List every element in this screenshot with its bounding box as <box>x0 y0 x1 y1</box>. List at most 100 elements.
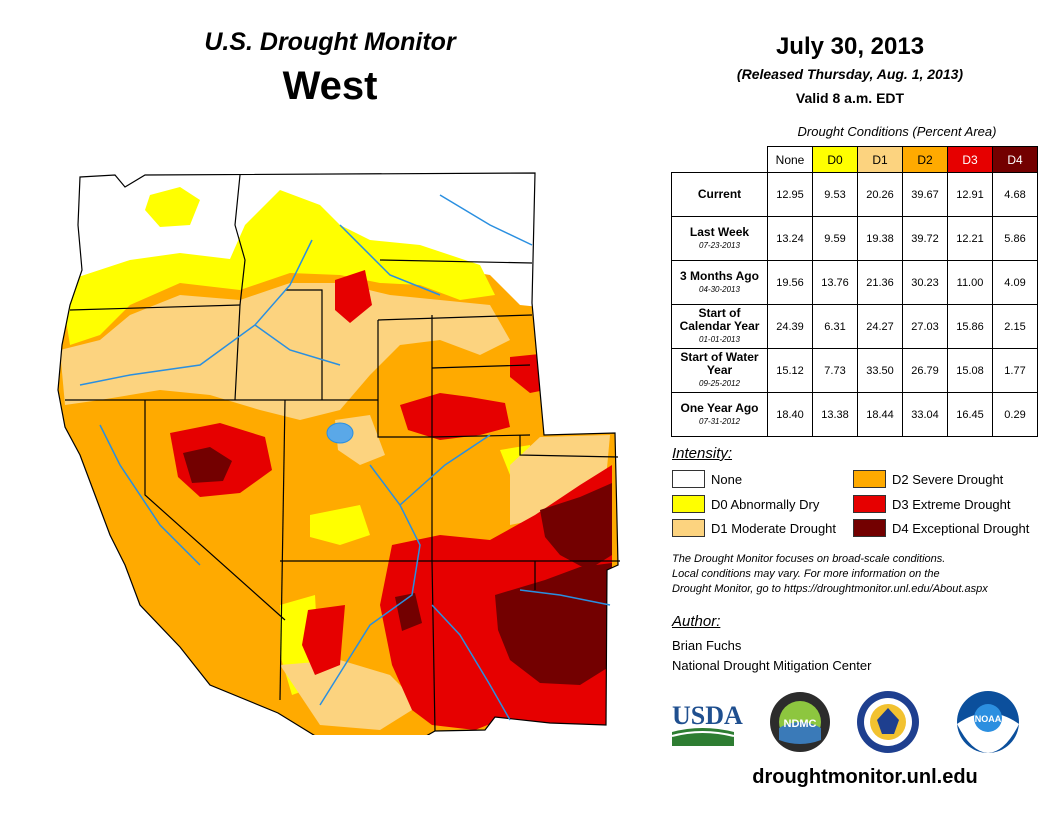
col-header-d2: D2 <box>902 146 948 173</box>
legend-swatch <box>672 519 705 537</box>
drought-conditions-table: None D0 D1 D2 D3 D4 Current 12.95 9.53 2… <box>671 146 1038 437</box>
cell-d4: 1.77 <box>992 348 1038 393</box>
legend-item-d3: D3 Extreme Drought <box>853 495 1011 513</box>
cell-d2: 27.03 <box>902 304 948 349</box>
author-block: Brian Fuchs National Drought Mitigation … <box>672 636 871 676</box>
table-corner <box>672 147 768 173</box>
author-org: National Drought Mitigation Center <box>672 658 872 673</box>
row-label: Start of Calendar Year 01-01-2013 <box>671 304 768 349</box>
d3-area-id <box>335 270 372 323</box>
row-label: One Year Ago 07-31-2012 <box>671 392 768 437</box>
svg-text:NOAA: NOAA <box>975 714 1002 724</box>
cell-none: 13.24 <box>767 216 813 261</box>
d1-area-north <box>60 283 510 420</box>
valid-time: Valid 8 a.m. EDT <box>795 90 905 106</box>
table-row-3-months-ago: 3 Months Ago 04-30-2013 19.56 13.76 21.36… <box>671 260 1038 305</box>
legend-swatch <box>672 495 705 513</box>
state-borders <box>57 172 620 735</box>
release-date: (Released Thursday, Aug. 1, 2013) <box>736 66 964 82</box>
cell-d1: 24.27 <box>857 304 903 349</box>
table-caption: Drought Conditions (Percent Area) <box>797 124 997 139</box>
cell-d0: 6.31 <box>812 304 858 349</box>
d4-area-ks <box>540 483 612 570</box>
cell-d0: 9.53 <box>812 172 858 217</box>
legend-label: None <box>711 471 743 487</box>
d0-area-ut <box>310 505 370 545</box>
cell-d0: 7.73 <box>812 348 858 393</box>
author-name: Brian Fuchs <box>672 638 742 653</box>
legend-item-d4: D4 Exceptional Drought <box>853 519 1029 537</box>
usda-logo: USDA <box>671 701 743 746</box>
cell-d4: 0.29 <box>992 392 1038 437</box>
cell-none: 24.39 <box>767 304 813 349</box>
table-row-start-water-year: Start of Water Year 09-25-2012 15.12 7.73… <box>671 348 1038 393</box>
col-header-d4: D4 <box>992 146 1038 173</box>
d4-area-nv <box>183 447 232 483</box>
note-line: Local conditions may vary. For more info… <box>672 568 940 580</box>
d1-area-co-ks <box>510 435 610 525</box>
cell-d2: 33.04 <box>902 392 948 437</box>
cell-d1: 33.50 <box>857 348 903 393</box>
table-row-current: Current 12.95 9.53 20.26 39.67 12.91 4.6… <box>671 172 1038 217</box>
cell-none: 19.56 <box>767 260 813 305</box>
cell-none: 12.95 <box>767 172 813 217</box>
cell-d0: 13.76 <box>812 260 858 305</box>
cell-d2: 39.67 <box>902 172 948 217</box>
legend-item-none: None <box>672 470 742 488</box>
cell-d1: 19.38 <box>857 216 903 261</box>
col-header-d0: D0 <box>812 146 858 173</box>
drought-map <box>57 172 620 735</box>
legend-item-d1: D1 Moderate Drought <box>672 519 836 537</box>
cell-d2: 30.23 <box>902 260 948 305</box>
d1-area-az-south <box>280 660 420 730</box>
legend-swatch <box>672 470 705 488</box>
cell-d1: 18.44 <box>857 392 903 437</box>
table-row-start-calendar-year: Start of Calendar Year 01-01-2013 24.39 6… <box>671 304 1038 349</box>
row-date: 07-31-2012 <box>699 416 740 426</box>
legend-item-d0: D0 Abnormally Dry <box>672 495 819 513</box>
website-url[interactable]: droughtmonitor.unl.edu <box>752 766 978 788</box>
author-heading: Author: <box>672 613 721 630</box>
col-header-none: None <box>767 146 813 173</box>
row-label: Start of Water Year 09-25-2012 <box>671 348 768 393</box>
legend-label: D2 Severe Drought <box>892 471 1004 487</box>
legend-label: D4 Exceptional Drought <box>892 520 1030 536</box>
cell-d3: 12.21 <box>947 216 993 261</box>
cell-d0: 13.38 <box>812 392 858 437</box>
cell-d4: 4.68 <box>992 172 1038 217</box>
cell-d3: 12.91 <box>947 172 993 217</box>
cell-d1: 20.26 <box>857 172 903 217</box>
region-title: West <box>282 64 378 108</box>
rivers <box>79 194 611 721</box>
table-header-row: None D0 D1 D2 D3 D4 <box>672 146 1038 173</box>
col-header-d3: D3 <box>947 146 993 173</box>
map-date: July 30, 2013 <box>775 33 925 60</box>
d3-area-wy <box>400 393 510 440</box>
d0-area-north <box>60 190 495 345</box>
svg-text:USDA: USDA <box>672 701 743 730</box>
d4-area-tx <box>495 563 612 685</box>
row-date: 09-25-2012 <box>699 379 740 388</box>
ndmc-logo: NDMC <box>770 692 830 752</box>
table-row-one-year-ago: One Year Ago 07-31-2012 18.40 13.38 18.44… <box>671 392 1038 437</box>
legend-label: D0 Abnormally Dry <box>711 496 820 512</box>
note-line: The Drought Monitor focuses on broad-sca… <box>672 553 946 565</box>
col-header-d1: D1 <box>857 146 903 173</box>
d3-area-az <box>302 605 345 675</box>
row-label: 3 Months Ago 04-30-2013 <box>671 260 768 305</box>
legend-label: D1 Moderate Drought <box>711 520 837 536</box>
row-label: Current <box>671 172 768 217</box>
row-date: 01-01-2013 <box>699 335 740 344</box>
cell-none: 18.40 <box>767 392 813 437</box>
cell-d2: 39.72 <box>902 216 948 261</box>
row-date: 04-30-2013 <box>699 284 740 294</box>
d0-area-wa <box>145 187 200 227</box>
cell-d2: 26.79 <box>902 348 948 393</box>
map-title: U.S. Drought Monitor <box>204 28 456 56</box>
legend-label: D3 Extreme Drought <box>892 496 1011 512</box>
legend-item-d2: D2 Severe Drought <box>853 470 1003 488</box>
great-salt-lake <box>326 422 354 444</box>
cell-d3: 16.45 <box>947 392 993 437</box>
cell-d4: 2.15 <box>992 304 1038 349</box>
legend-swatch <box>853 470 886 488</box>
